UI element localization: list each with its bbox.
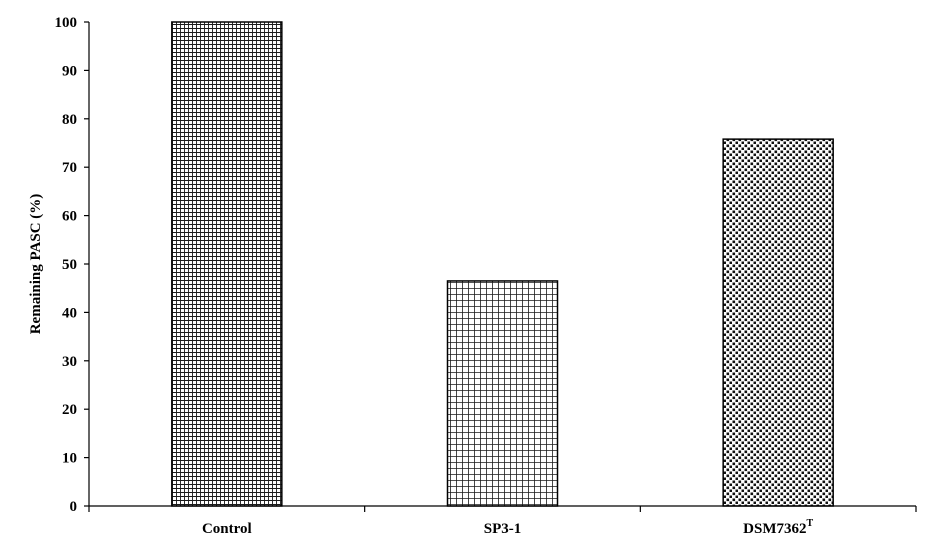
y-tick-label: 100 [55,15,78,31]
bar-dsm7362 [722,138,834,507]
y-tick-label: 90 [62,63,77,79]
y-tick-label: 20 [62,402,77,418]
x-tick-label: SP3-1 [484,521,522,537]
x-tick-label-superscript: T [807,518,814,529]
bar-sp3-1 [446,280,559,507]
y-tick-label: 30 [62,354,77,370]
y-tick-label: 70 [62,160,77,176]
x-tick-label: DSM7362T [743,518,813,537]
y-tick-label: 80 [62,112,77,128]
y-tick-label: 50 [62,257,77,273]
y-tick-label: 0 [70,499,78,515]
bar-control [171,21,283,507]
y-tick-label: 40 [62,305,77,321]
y-tick-label: 60 [62,209,77,225]
y-tick-label: 10 [62,451,77,467]
y-axis-label: Remaining PASC (%) [28,194,44,335]
x-tick-label: Control [202,521,252,537]
